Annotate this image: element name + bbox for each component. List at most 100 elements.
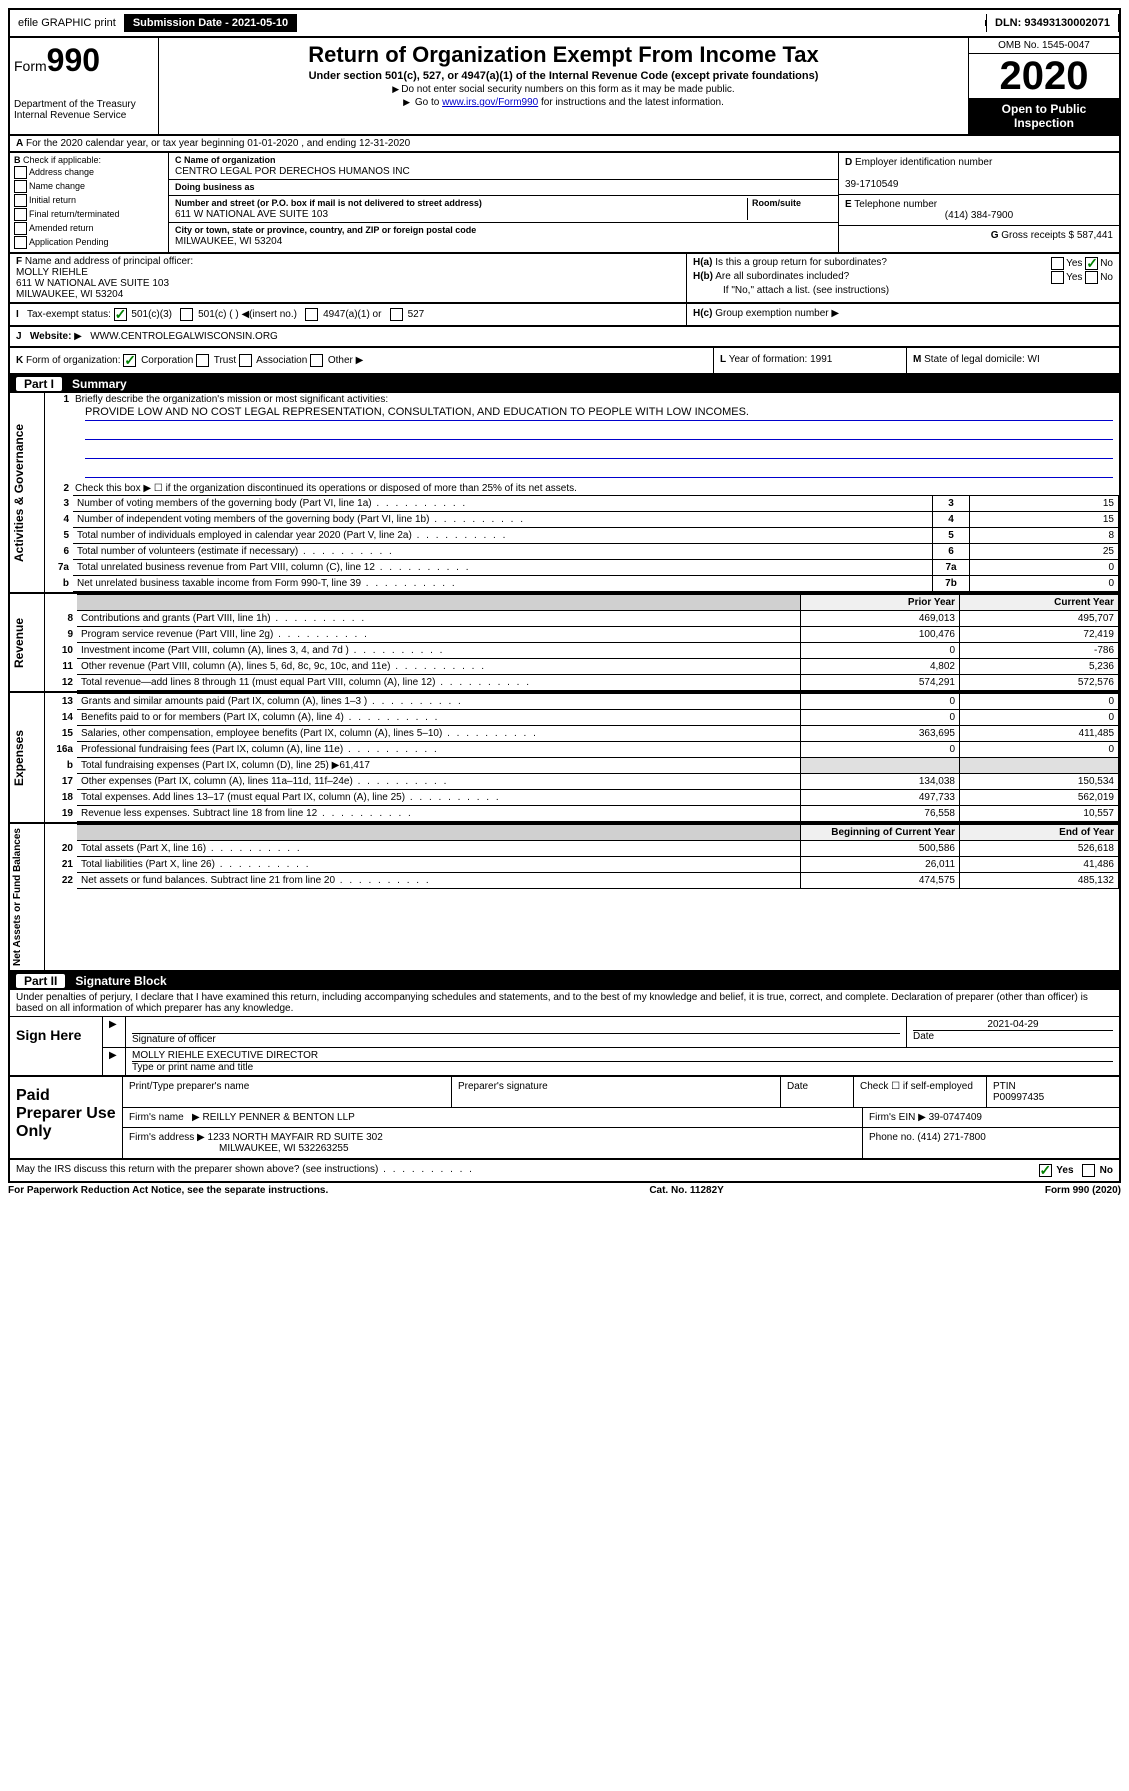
header-right: OMB No. 1545-0047 2020 Open to Public In… — [968, 38, 1119, 134]
table-row: 20Total assets (Part X, line 16)500,5865… — [45, 841, 1119, 857]
klm-row: K Form of organization: Corporation Trus… — [8, 348, 1121, 375]
check-527[interactable] — [390, 308, 403, 321]
date-label: Date — [913, 1031, 934, 1042]
part-1-header: Part I Summary — [8, 375, 1121, 393]
mission-blank-1 — [85, 425, 1113, 440]
revenue-section: Revenue Prior YearCurrent Year8Contribut… — [8, 594, 1121, 693]
cat-number: Cat. No. 11282Y — [649, 1185, 723, 1196]
check-name-change[interactable]: Name change — [14, 180, 164, 193]
check-4947[interactable] — [305, 308, 318, 321]
ha-no[interactable] — [1085, 257, 1098, 270]
irs-link[interactable]: www.irs.gov/Form990 — [442, 97, 538, 108]
form-title: Return of Organization Exempt From Incom… — [163, 42, 964, 68]
q1-label: Briefly describe the organization's miss… — [75, 394, 1119, 405]
part-2-header: Part II Signature Block — [8, 972, 1121, 990]
firm-city: MILWAUKEE, WI 532263255 — [129, 1143, 349, 1154]
check-initial-return[interactable]: Initial return — [14, 194, 164, 207]
perjury-declaration: Under penalties of perjury, I declare th… — [10, 990, 1119, 1017]
tax-exempt-status: I Tax-exempt status: 501(c)(3) 501(c) ( … — [10, 304, 687, 325]
form-of-org: K Form of organization: Corporation Trus… — [10, 348, 714, 373]
paperwork-notice: For Paperwork Reduction Act Notice, see … — [8, 1185, 328, 1196]
side-label-revenue: Revenue — [10, 594, 45, 691]
city-label: City or town, state or province, country… — [175, 225, 476, 235]
ptin-label: PTIN — [993, 1081, 1016, 1092]
firm-name: REILLY PENNER & BENTON LLP — [203, 1112, 355, 1123]
prep-sig-label: Preparer's signature — [458, 1081, 548, 1092]
table-row: 15Salaries, other compensation, employee… — [45, 726, 1119, 742]
hb-no[interactable] — [1085, 271, 1098, 284]
form-header: Form990 Department of the Treasury Inter… — [8, 38, 1121, 136]
top-bar: efile GRAPHIC print Submission Date - 20… — [8, 8, 1121, 38]
discuss-no[interactable] — [1082, 1164, 1095, 1177]
form-number-footer: Form 990 (2020) — [1045, 1185, 1121, 1196]
table-row: 19Revenue less expenses. Subtract line 1… — [45, 806, 1119, 822]
sig-date: 2021-04-29 — [913, 1019, 1113, 1031]
table-row: 18Total expenses. Add lines 13–17 (must … — [45, 790, 1119, 806]
activities-governance-section: Activities & Governance 1Briefly describ… — [8, 393, 1121, 594]
table-row: bTotal fundraising expenses (Part IX, co… — [45, 758, 1119, 774]
year-formation: L Year of formation: 1991 — [714, 348, 907, 373]
phone-value: (414) 384-7900 — [845, 210, 1113, 221]
discuss-row: May the IRS discuss this return with the… — [8, 1160, 1121, 1183]
sig-officer-label: Signature of officer — [132, 1034, 216, 1045]
status-row: I Tax-exempt status: 501(c)(3) 501(c) ( … — [8, 304, 1121, 327]
check-trust[interactable] — [196, 354, 209, 367]
table-row: 14Benefits paid to or for members (Part … — [45, 710, 1119, 726]
revenue-table: Prior YearCurrent Year8Contributions and… — [45, 594, 1119, 691]
net-assets-table: Beginning of Current YearEnd of Year20To… — [45, 824, 1119, 889]
firm-phone: (414) 271-7800 — [917, 1132, 985, 1143]
table-row: 3Number of voting members of the governi… — [45, 496, 1119, 512]
table-row: 9Program service revenue (Part VIII, lin… — [45, 627, 1119, 643]
website-url[interactable]: WWW.CENTROLEGALWISCONSIN.ORG — [90, 331, 278, 342]
irs-label: Internal Revenue Service — [14, 110, 154, 121]
footer: For Paperwork Reduction Act Notice, see … — [8, 1183, 1121, 1198]
org-name: CENTRO LEGAL POR DERECHOS HUMANOS INC — [175, 166, 410, 177]
box-c-org-info: C Name of organization CENTRO LEGAL POR … — [169, 153, 839, 252]
prep-date-label: Date — [787, 1081, 808, 1092]
check-501c3[interactable] — [114, 308, 127, 321]
mission-text: PROVIDE LOW AND NO COST LEGAL REPRESENTA… — [85, 406, 1113, 421]
discuss-yes[interactable] — [1039, 1164, 1052, 1177]
addr-label: Number and street (or P.O. box if mail i… — [175, 198, 482, 208]
hb-yes[interactable] — [1051, 271, 1064, 284]
state-domicile: M State of legal domicile: WI — [907, 348, 1119, 373]
open-public-label: Open to Public Inspection — [969, 98, 1119, 134]
table-row: 12Total revenue—add lines 8 through 11 (… — [45, 675, 1119, 691]
table-row: 10Investment income (Part VIII, column (… — [45, 643, 1119, 659]
omb-number: OMB No. 1545-0047 — [969, 38, 1119, 54]
check-address-change[interactable]: Address change — [14, 166, 164, 179]
efile-label[interactable]: efile GRAPHIC print — [10, 14, 125, 32]
check-other[interactable] — [310, 354, 323, 367]
dln-number: DLN: 93493130002071 — [986, 14, 1119, 32]
self-employed-check[interactable]: Check ☐ if self-employed — [860, 1081, 973, 1092]
tax-year: 2020 — [969, 54, 1119, 98]
hc-group-exemption: H(c) Group exemption number ▶ — [687, 304, 1119, 325]
row-a-period: A For the 2020 calendar year, or tax yea… — [8, 136, 1121, 153]
check-corporation[interactable] — [123, 354, 136, 367]
mission-blank-3 — [85, 463, 1113, 478]
table-row: 17Other expenses (Part IX, column (A), l… — [45, 774, 1119, 790]
entity-block: B Check if applicable: Address change Na… — [8, 153, 1121, 254]
check-application-pending[interactable]: Application Pending — [14, 236, 164, 249]
fh-block: F Name and address of principal officer:… — [8, 254, 1121, 304]
table-row: 5Total number of individuals employed in… — [45, 528, 1119, 544]
signature-block: Under penalties of perjury, I declare th… — [8, 990, 1121, 1077]
firm-ein: 39-0747409 — [929, 1112, 982, 1123]
expenses-section: Expenses 13Grants and similar amounts pa… — [8, 693, 1121, 824]
check-final-return[interactable]: Final return/terminated — [14, 208, 164, 221]
ag-table: 3Number of voting members of the governi… — [45, 495, 1119, 592]
sign-here-label: Sign Here — [10, 1017, 103, 1075]
side-label-net: Net Assets or Fund Balances — [10, 824, 45, 970]
table-row: 16aProfessional fundraising fees (Part I… — [45, 742, 1119, 758]
room-label: Room/suite — [752, 198, 801, 208]
table-row: 6Total number of volunteers (estimate if… — [45, 544, 1119, 560]
check-501c[interactable] — [180, 308, 193, 321]
check-association[interactable] — [239, 354, 252, 367]
side-label-expenses: Expenses — [10, 693, 45, 822]
website-row: J Website: ▶ WWW.CENTROLEGALWISCONSIN.OR… — [8, 327, 1121, 348]
dept-label: Department of the Treasury — [14, 99, 154, 110]
prep-name-label: Print/Type preparer's name — [129, 1081, 249, 1092]
check-amended[interactable]: Amended return — [14, 222, 164, 235]
box-deg: D Employer identification number 39-1710… — [839, 153, 1119, 252]
ha-yes[interactable] — [1051, 257, 1064, 270]
